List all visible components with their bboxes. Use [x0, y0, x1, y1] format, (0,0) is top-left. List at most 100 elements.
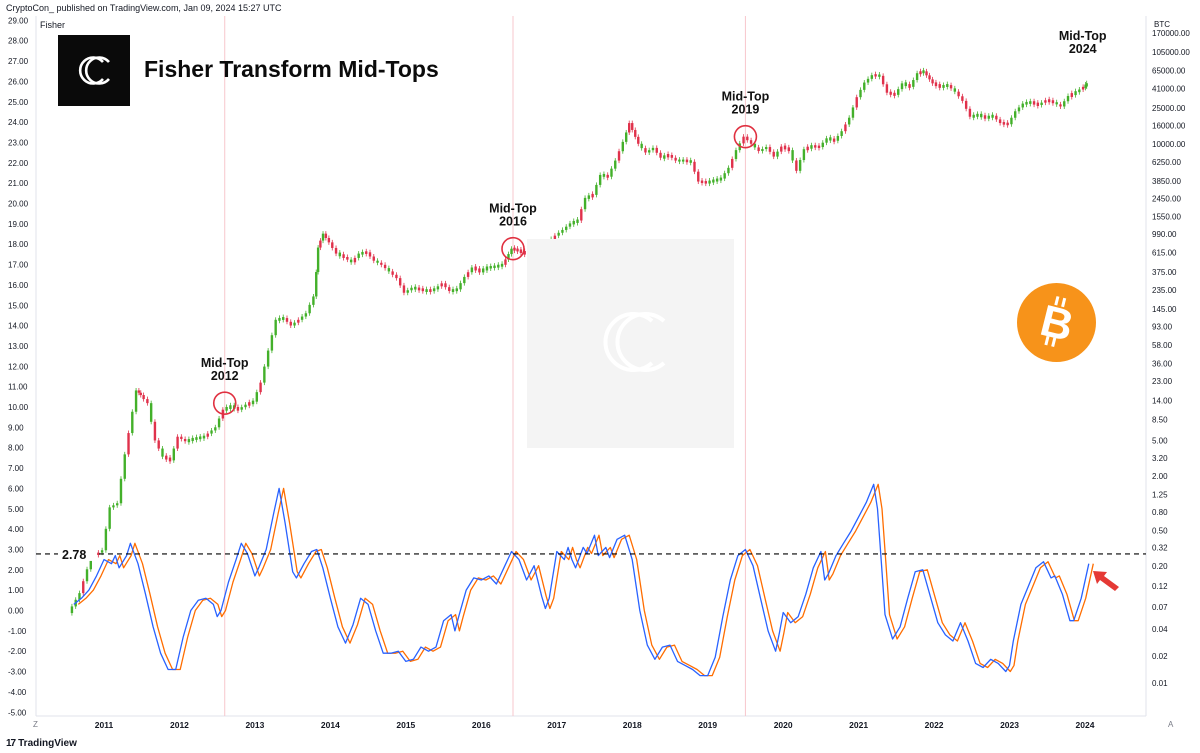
candle-body: [821, 142, 824, 148]
x-tick-label: 2024: [1076, 720, 1095, 730]
x-tick-label: 2017: [547, 720, 566, 730]
watermark-logo-icon: [527, 239, 734, 448]
candle-body: [670, 155, 674, 158]
candle-body: [1021, 103, 1024, 108]
candle-body: [368, 252, 372, 257]
candle-body: [610, 168, 613, 177]
candle-body: [825, 138, 828, 143]
left-tick-label: 15.00: [8, 301, 29, 310]
candle-body: [338, 252, 342, 257]
candle-body: [617, 151, 621, 161]
mid-top-label: Mid-Top: [201, 356, 249, 370]
x-tick-label: 2022: [925, 720, 944, 730]
axis-scale-z[interactable]: Z: [33, 720, 38, 729]
candle-body: [266, 350, 270, 367]
candle-body: [1066, 96, 1070, 102]
candle-body: [78, 593, 81, 600]
axis-scale-a[interactable]: A: [1168, 720, 1174, 729]
candle-body: [85, 569, 89, 582]
candle-body: [631, 123, 634, 130]
candle-body: [587, 195, 591, 199]
candle-body: [315, 272, 318, 297]
candle-body: [580, 209, 583, 221]
right-tick-label: 3850.00: [1152, 177, 1181, 186]
candle-body: [1070, 93, 1073, 98]
candle-body: [780, 146, 783, 152]
candle-body: [925, 71, 928, 76]
left-tick-label: 5.00: [8, 505, 24, 514]
candle-body: [1074, 91, 1077, 96]
candle-body: [123, 454, 126, 479]
candle-body: [681, 159, 685, 162]
candle-body: [1085, 83, 1088, 87]
candle-body: [263, 366, 266, 383]
candle-body: [836, 135, 840, 141]
right-tick-label: 3.20: [1152, 454, 1168, 463]
candle-body: [753, 143, 757, 148]
left-tick-label: 20.00: [8, 200, 29, 209]
candle-body: [1078, 89, 1081, 93]
candle-body: [829, 137, 832, 141]
right-tick-label: 2450.00: [1152, 195, 1181, 204]
candle-body: [1032, 101, 1036, 105]
candle-body: [634, 129, 637, 137]
candle-body: [897, 89, 900, 95]
candle-body: [961, 96, 964, 101]
right-tick-label: 10000.00: [1152, 140, 1186, 149]
candle-body: [470, 267, 474, 273]
candle-body: [251, 400, 255, 405]
left-tick-label: 26.00: [8, 77, 29, 86]
right-tick-label: 58.00: [1152, 341, 1173, 350]
candle-body: [331, 242, 334, 248]
candle-body: [466, 272, 470, 277]
candle-body: [500, 263, 504, 267]
right-tick-label: 615.00: [1152, 249, 1177, 258]
mid-top-circle: [733, 124, 758, 149]
x-tick-label: 2014: [321, 720, 340, 730]
candle-body: [749, 140, 753, 144]
candle-body: [478, 268, 481, 273]
candle-body: [308, 304, 311, 314]
candle-body: [772, 151, 775, 157]
indicator-pane-name: Fisher: [40, 20, 66, 30]
tradingview-logo-icon[interactable]: 17 TradingView: [6, 738, 77, 749]
candle-body: [637, 136, 640, 144]
candle-body: [976, 113, 979, 117]
candle-body: [802, 149, 806, 161]
candle-body: [1029, 101, 1032, 104]
candle-body: [791, 150, 794, 161]
candle-body: [572, 220, 575, 225]
candle-body: [255, 392, 259, 402]
candle-body: [783, 145, 787, 150]
candle-body: [383, 264, 387, 269]
right-tick-label: 93.00: [1152, 322, 1173, 331]
candle-body: [448, 287, 451, 292]
left-tick-label: 27.00: [8, 57, 29, 66]
candle-body: [889, 91, 892, 95]
left-tick-label: 18.00: [8, 240, 29, 249]
candle-body: [108, 507, 111, 529]
candle-body: [206, 433, 209, 437]
bitcoin-icon: B: [1017, 283, 1096, 362]
candle-body: [757, 147, 760, 152]
candle-body: [293, 322, 296, 326]
candle-body: [1081, 86, 1085, 90]
candle-body: [840, 131, 843, 136]
x-tick-label: 2018: [623, 720, 642, 730]
candle-body: [851, 107, 855, 118]
candle-body: [402, 285, 406, 293]
left-tick-label: 3.00: [8, 545, 24, 554]
candle-body: [866, 78, 870, 83]
candle-body: [746, 136, 749, 141]
right-tick-label: 105000.00: [1152, 48, 1190, 57]
candle-body: [410, 287, 413, 291]
candle-body: [300, 316, 304, 320]
candle-body: [376, 260, 379, 263]
candle-body: [922, 70, 925, 74]
candle-body: [240, 407, 243, 410]
candle-body: [972, 114, 975, 118]
candle-body: [89, 557, 92, 570]
right-tick-label: 0.50: [1152, 526, 1168, 535]
candle-body: [139, 392, 142, 396]
